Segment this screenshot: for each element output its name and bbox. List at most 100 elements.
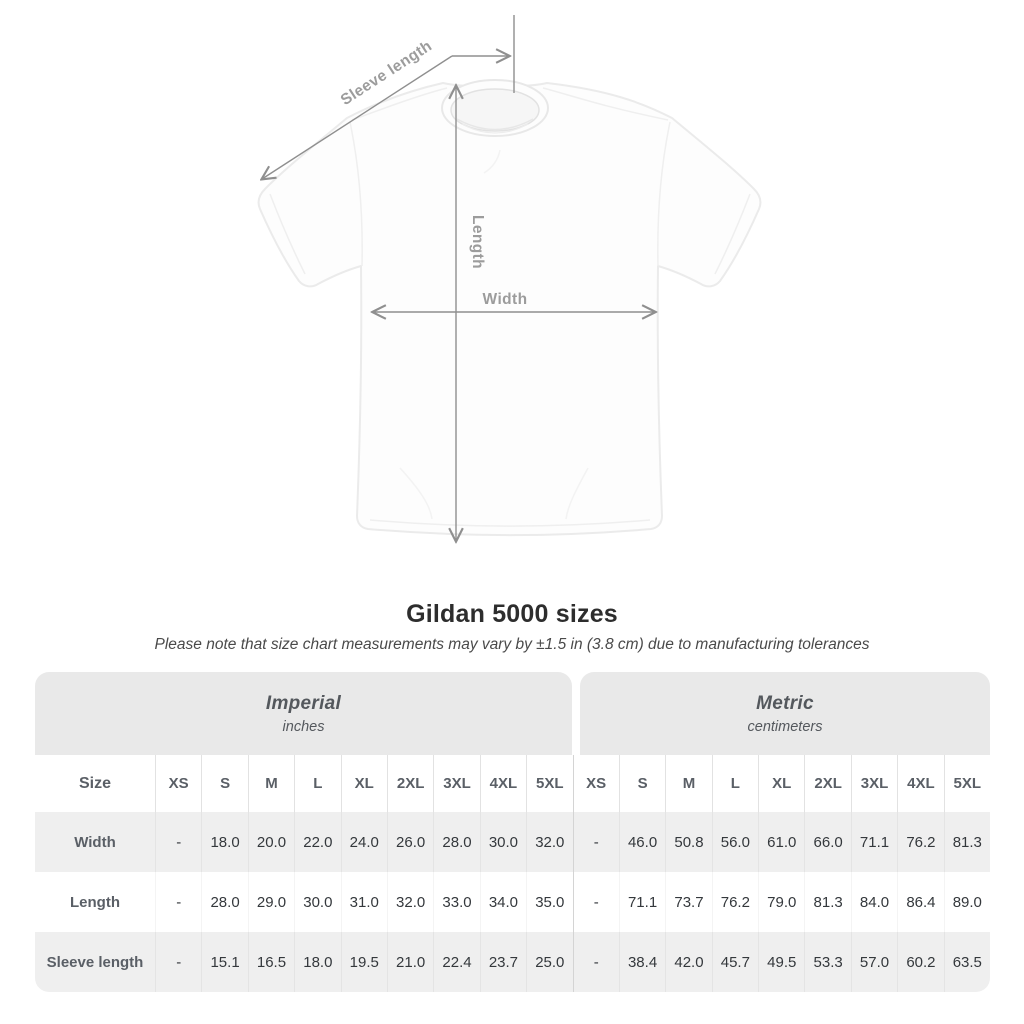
table-cell: 22.4: [433, 932, 479, 992]
table-cell: 86.4: [897, 872, 943, 932]
size-header-row: Size XS S M L XL 2XL 3XL 4XL 5XL XS S M …: [35, 755, 990, 812]
table-cell: 31.0: [340, 872, 387, 932]
table-cell: 20.0: [247, 812, 294, 872]
tshirt-collar: [441, 79, 549, 137]
imperial-unit-label: inches: [282, 718, 325, 735]
table-cell: 61.0: [758, 812, 804, 872]
table-cell: 30.0: [294, 872, 340, 932]
size-header-imperial-xl: XL: [340, 755, 387, 812]
table-cell: 81.3: [943, 812, 990, 872]
table-cell: 16.5: [247, 932, 294, 992]
width-label: Width: [483, 291, 528, 308]
table-cell: 60.2: [897, 932, 943, 992]
table-cell: 38.4: [618, 932, 665, 992]
size-header-metric-3xl: 3XL: [850, 755, 897, 812]
length-label: Length: [469, 215, 486, 269]
metric-label: Metric: [756, 692, 814, 714]
size-header-imperial-3xl: 3XL: [433, 755, 479, 812]
tshirt-shading: [269, 87, 751, 527]
table-cell: 84.0: [850, 872, 897, 932]
table-cell: 22.0: [294, 812, 340, 872]
table-cell: 57.0: [850, 932, 897, 992]
size-table: Imperial inches Metric centimeters Size …: [35, 672, 990, 992]
table-cell: 81.3: [804, 872, 850, 932]
size-header-metric-s: S: [618, 755, 665, 812]
tshirt-diagram: Sleeve length Length Width: [257, 15, 762, 598]
table-cell: 25.0: [526, 932, 572, 992]
size-header-imperial-2xl: 2XL: [386, 755, 433, 812]
measurement-arrows: [262, 15, 655, 541]
size-header-imperial-s: S: [201, 755, 247, 812]
metric-unit-label: centimeters: [747, 718, 823, 735]
table-row-length: Length - 28.0 29.0 30.0 31.0 32.0 33.0 3…: [35, 872, 990, 932]
size-header-metric-xs: XS: [572, 755, 619, 812]
table-cell: 56.0: [711, 812, 758, 872]
table-cell: 73.7: [665, 872, 711, 932]
row-label: Length: [70, 893, 120, 911]
size-header-metric-xl: XL: [758, 755, 804, 812]
tshirt-graphic: Sleeve length Length Width: [257, 15, 762, 598]
imperial-label: Imperial: [265, 692, 342, 714]
table-cell: -: [155, 932, 201, 992]
table-cell: 50.8: [665, 812, 711, 872]
table-cell: 49.5: [758, 932, 804, 992]
size-header-metric-2xl: 2XL: [804, 755, 850, 812]
table-cell: 28.0: [433, 812, 479, 872]
table-cell: 71.1: [618, 872, 665, 932]
sleeve-arrow-diagonal: [262, 55, 453, 179]
table-cell: 53.3: [804, 932, 850, 992]
tolerance-note: Please note that size chart measurements…: [154, 636, 870, 653]
unit-header-band: Imperial inches Metric centimeters: [35, 672, 990, 755]
page-title: Gildan 5000 sizes: [406, 600, 618, 628]
size-header-metric-5xl: 5XL: [943, 755, 990, 812]
table-cell: 46.0: [618, 812, 665, 872]
table-cell: -: [155, 872, 201, 932]
table-cell: 71.1: [850, 812, 897, 872]
imperial-header: Imperial inches: [35, 672, 572, 755]
table-cell: 23.7: [479, 932, 526, 992]
size-header-imperial-4xl: 4XL: [479, 755, 526, 812]
table-cell: 66.0: [804, 812, 850, 872]
size-header-imperial-m: M: [247, 755, 294, 812]
table-cell: 29.0: [247, 872, 294, 932]
table-cell: 19.5: [340, 932, 387, 992]
size-column-header: Size: [78, 774, 111, 792]
table-cell: 76.2: [897, 812, 943, 872]
table-cell: 24.0: [340, 812, 387, 872]
size-header-metric-l: L: [711, 755, 758, 812]
tshirt-body: [257, 82, 762, 536]
table-row-width: Width - 18.0 20.0 22.0 24.0 26.0 28.0 30…: [35, 812, 990, 872]
table-cell: 42.0: [665, 932, 711, 992]
table-cell: 28.0: [201, 872, 247, 932]
table-cell: -: [572, 932, 619, 992]
table-cell: 32.0: [386, 872, 433, 932]
table-cell: -: [155, 812, 201, 872]
table-cell: 26.0: [386, 812, 433, 872]
size-header-imperial-xs: XS: [155, 755, 201, 812]
size-header-metric-m: M: [665, 755, 711, 812]
table-cell: 63.5: [943, 932, 990, 992]
table-cell: 89.0: [943, 872, 990, 932]
row-label: Width: [74, 833, 116, 851]
size-header-imperial-l: L: [294, 755, 340, 812]
table-cell: 79.0: [758, 872, 804, 932]
table-cell: 76.2: [711, 872, 758, 932]
table-cell: 34.0: [479, 872, 526, 932]
table-cell: 30.0: [479, 812, 526, 872]
row-label: Sleeve length: [46, 953, 144, 971]
table-cell: 33.0: [433, 872, 479, 932]
table-cell: 32.0: [526, 812, 572, 872]
table-cell: 21.0: [386, 932, 433, 992]
table-cell: -: [572, 812, 619, 872]
size-header-imperial-5xl: 5XL: [526, 755, 572, 812]
table-cell: 35.0: [526, 872, 572, 932]
table-cell: 15.1: [201, 932, 247, 992]
table-row-sleeve-length: Sleeve length - 15.1 16.5 18.0 19.5 21.0…: [35, 932, 990, 992]
table-cell: 18.0: [201, 812, 247, 872]
metric-header: Metric centimeters: [580, 672, 990, 755]
size-header-metric-4xl: 4XL: [897, 755, 943, 812]
table-cell: -: [572, 872, 619, 932]
table-cell: 45.7: [711, 932, 758, 992]
table-cell: 18.0: [294, 932, 340, 992]
